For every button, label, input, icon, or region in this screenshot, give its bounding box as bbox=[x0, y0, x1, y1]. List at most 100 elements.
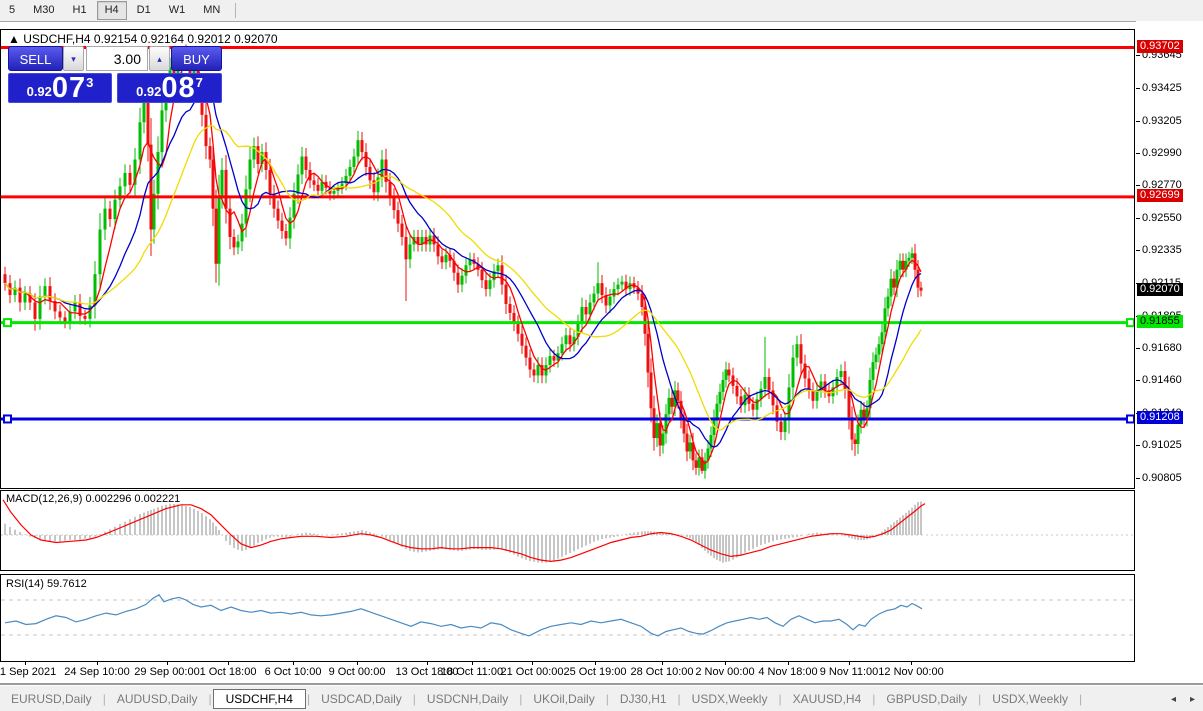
chart-tab-usdx-weekly[interactable]: USDX,Weekly bbox=[992, 692, 1068, 706]
hline-handle[interactable] bbox=[3, 414, 12, 424]
candle bbox=[703, 460, 707, 471]
candle bbox=[360, 140, 364, 153]
candle bbox=[300, 156, 304, 175]
tab-scroll-right-icon[interactable]: ▸ bbox=[1189, 693, 1195, 705]
candle bbox=[296, 174, 300, 194]
hline-handle[interactable] bbox=[3, 318, 12, 328]
candle bbox=[916, 269, 920, 288]
price-axis[interactable]: 0.93645 0.93425 0.93205 0.92990 0.92770 0.925… bbox=[1136, 21, 1203, 662]
candle bbox=[791, 357, 795, 388]
rsi-indicator-pane[interactable] bbox=[0, 574, 1135, 662]
price-tick-label: 0.91460 bbox=[1142, 374, 1182, 387]
timeframe-button-mn[interactable]: MN bbox=[203, 4, 221, 16]
macd-values: 0.002296 0.002221 bbox=[85, 493, 181, 505]
price-badge-0.91855: 0.91855 bbox=[1137, 315, 1183, 329]
candle bbox=[48, 286, 52, 302]
timeframe-button-m30[interactable]: M30 bbox=[33, 4, 55, 16]
chart-tab-xauusd-h4[interactable]: XAUUSD,H4 bbox=[792, 692, 862, 706]
hline-handle[interactable] bbox=[1126, 414, 1134, 424]
candle bbox=[524, 345, 528, 358]
time-axis[interactable]: 21 Sep 2021 24 Sep 10:00 29 Sep 00:00 1 Oct… bbox=[0, 662, 1203, 682]
time-tick-label: 24 Sep 10:00 bbox=[64, 666, 130, 678]
candle bbox=[652, 408, 656, 439]
macd-signal-line bbox=[2, 499, 926, 563]
price-tick-mark bbox=[1136, 152, 1140, 154]
candle bbox=[3, 274, 7, 284]
volume-decrease-button[interactable]: ▾ bbox=[63, 46, 84, 71]
candle bbox=[103, 208, 107, 230]
tab-scroll-left-icon[interactable]: ◂ bbox=[1170, 693, 1176, 705]
candle bbox=[664, 414, 668, 434]
candle bbox=[404, 236, 408, 260]
time-tick-mark bbox=[293, 662, 294, 665]
ask-price-box[interactable]: 0.92 08 7 bbox=[117, 73, 222, 103]
candle bbox=[721, 379, 725, 392]
bid-pip-digit: 3 bbox=[86, 75, 94, 90]
candle bbox=[739, 396, 743, 406]
time-tick-label: 12 Nov 00:00 bbox=[878, 666, 944, 678]
tab-separator: | bbox=[872, 692, 876, 706]
candle bbox=[312, 180, 316, 185]
candle bbox=[676, 390, 680, 401]
candle bbox=[280, 220, 284, 232]
chart-tab-eurusd-daily[interactable]: EURUSD,Daily bbox=[11, 692, 92, 706]
candle bbox=[771, 390, 775, 406]
candle bbox=[264, 152, 268, 170]
buy-button[interactable]: BUY bbox=[171, 46, 222, 71]
candle bbox=[500, 265, 504, 285]
price-tick-label: 0.90805 bbox=[1142, 472, 1182, 484]
chart-tab-usdcnh-daily[interactable]: USDCNH,Daily bbox=[426, 692, 509, 706]
volume-increase-button[interactable]: ▴ bbox=[149, 46, 170, 71]
timeframe-button-h1[interactable]: H1 bbox=[72, 4, 87, 16]
candle bbox=[536, 365, 540, 376]
hline-handle[interactable] bbox=[1126, 318, 1134, 328]
ohlc-open: 0.92154 bbox=[93, 32, 138, 46]
candle bbox=[160, 110, 164, 153]
bid-price-box[interactable]: 0.92 07 3 bbox=[8, 73, 112, 103]
current-price-badge: 0.92070 bbox=[1137, 283, 1183, 297]
chart-tab-ukoil-daily[interactable]: UKOil,Daily bbox=[533, 692, 595, 706]
chart-tab-dj30-h1[interactable]: DJ30,H1 bbox=[619, 692, 667, 706]
time-tick-label: 29 Sep 00:00 bbox=[134, 666, 200, 678]
time-tick-mark bbox=[532, 662, 533, 665]
candles bbox=[3, 44, 923, 479]
timeframe-button-5[interactable]: 5 bbox=[9, 4, 16, 16]
candle bbox=[706, 448, 710, 461]
volume-input[interactable] bbox=[86, 46, 148, 71]
candle bbox=[540, 365, 544, 376]
ohlc-close: 0.92070 bbox=[234, 32, 278, 46]
chart-tab-audusd-daily[interactable]: AUDUSD,Daily bbox=[116, 692, 198, 706]
sell-button[interactable]: SELL bbox=[8, 46, 63, 71]
time-tick-label: 13 Oct 18:00 bbox=[395, 666, 459, 678]
chart-tab-usdcad-daily[interactable]: USDCAD,Daily bbox=[321, 692, 402, 706]
chart-tab-usdx-weekly[interactable]: USDX,Weekly bbox=[691, 692, 768, 706]
timeframe-button-w1[interactable]: W1 bbox=[168, 4, 186, 16]
candle bbox=[320, 181, 324, 191]
ask-big-digits: 08 bbox=[161, 72, 196, 104]
timeframe-button-h4[interactable]: H4 bbox=[96, 1, 127, 20]
candle bbox=[332, 190, 336, 194]
time-tick-mark bbox=[167, 662, 168, 665]
candle bbox=[460, 275, 464, 285]
bid-prefix: 0.92 bbox=[26, 84, 52, 99]
candle bbox=[874, 354, 878, 363]
price-chart-pane[interactable] bbox=[0, 29, 1135, 489]
chart-tab-usdchf-h4[interactable]: USDCHF,H4 bbox=[212, 689, 306, 709]
candle bbox=[217, 196, 221, 264]
collapse-triangle-icon[interactable]: ▲ bbox=[8, 32, 20, 46]
candle bbox=[827, 390, 831, 397]
candle bbox=[859, 409, 863, 425]
macd-indicator-pane[interactable] bbox=[0, 490, 1135, 571]
time-tick-mark bbox=[662, 662, 663, 665]
candle bbox=[432, 235, 436, 245]
time-tick-mark bbox=[595, 662, 596, 665]
candle bbox=[901, 260, 905, 270]
chart-tab-bar: EURUSD,Daily | AUDUSD,Daily | USDCHF,H4 | USDC… bbox=[0, 685, 1203, 711]
candle bbox=[214, 208, 218, 264]
candle bbox=[646, 333, 650, 373]
candle bbox=[220, 169, 224, 197]
candle bbox=[146, 98, 150, 145]
candle bbox=[612, 289, 616, 297]
timeframe-button-d1[interactable]: D1 bbox=[136, 4, 151, 16]
chart-tab-gbpusd-daily[interactable]: GBPUSD,Daily bbox=[886, 692, 968, 706]
